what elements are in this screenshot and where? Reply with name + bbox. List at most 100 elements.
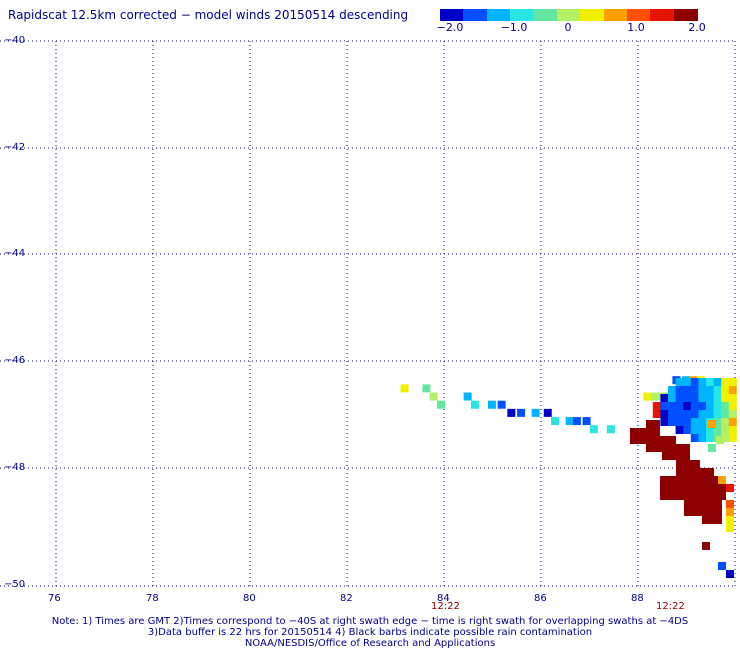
- wind-pixel: [422, 384, 431, 393]
- note-line-2: 3)Data buffer is 22 hrs for 20150514 4) …: [147, 627, 593, 638]
- lon-label: 80: [243, 593, 256, 604]
- wind-pixel: [698, 410, 707, 418]
- colorbar-segment: [556, 9, 581, 21]
- wind-pixel: [650, 392, 659, 401]
- wind-pixel: [728, 434, 737, 442]
- wind-pixel: [726, 524, 734, 532]
- wind-pixel: [690, 394, 699, 402]
- lat-label: −46: [4, 355, 26, 366]
- wind-pixel: [713, 402, 722, 410]
- wind-pixel: [721, 394, 730, 402]
- wind-pixel: [728, 410, 737, 418]
- wind-pixel: [728, 386, 737, 394]
- wind-pixel: [728, 426, 737, 434]
- wind-pixel: [675, 418, 684, 426]
- lon-label: 78: [146, 593, 159, 604]
- colorbar: [440, 9, 698, 21]
- wind-pixel: [706, 410, 714, 418]
- wind-pixel: [726, 516, 734, 524]
- wind-pixel: [726, 500, 734, 508]
- wind-pixel: [683, 410, 692, 418]
- wind-pixel: [660, 402, 669, 410]
- wind-pixel: [683, 418, 692, 426]
- wind-pixel: [728, 378, 737, 386]
- wind-pixel: [690, 426, 699, 434]
- colorbar-segment: [510, 9, 535, 21]
- wind-pixel: [675, 394, 684, 402]
- wind-pixel: [668, 402, 676, 410]
- wind-pixel: [698, 402, 707, 410]
- colorbar-segment: [650, 9, 675, 21]
- wind-pixel: [531, 408, 540, 417]
- wind-pixel: [668, 410, 676, 418]
- wind-pixel: [582, 417, 591, 426]
- wind-pixel: [698, 418, 707, 426]
- wind-pixel: [497, 400, 506, 409]
- lon-label: 86: [534, 593, 547, 604]
- wind-pixel: [721, 386, 730, 394]
- map-title: Rapidscat 12.5km corrected − model winds…: [8, 8, 409, 22]
- wind-pixel: [572, 417, 581, 426]
- wind-pixels: [400, 376, 737, 442]
- note-line-1: Note: 1) Times are GMT 2)Times correspon…: [51, 616, 689, 627]
- wind-pixel: [721, 434, 730, 442]
- wind-pixel: [708, 444, 716, 452]
- note-line-3: NOAA/NESDIS/Office of Research and Appli…: [244, 638, 496, 649]
- lat-label: −44: [4, 248, 26, 259]
- lon-label: 84: [437, 593, 450, 604]
- colorbar-segment: [580, 9, 605, 21]
- wind-pixel: [716, 436, 724, 444]
- wind-pixel: [713, 418, 722, 426]
- colorbar-segment: [463, 9, 488, 21]
- wind-pixel: [660, 418, 669, 426]
- wind-pixel: [726, 570, 734, 578]
- colorbar-segment: [486, 9, 511, 21]
- time-label: 12:22: [431, 601, 460, 612]
- wind-pixel: [660, 394, 669, 402]
- colorbar-tick: 2.0: [688, 21, 706, 34]
- wind-pixel: [683, 394, 692, 402]
- wind-pixel: [708, 420, 716, 428]
- lon-label: 82: [340, 593, 353, 604]
- wind-pixel: [718, 476, 726, 484]
- wind-pixel: [698, 386, 707, 394]
- colorbar-segment: [626, 9, 651, 21]
- wind-pixel: [400, 384, 409, 393]
- wind-pixel: [470, 400, 479, 409]
- wind-pixel: [706, 434, 714, 442]
- wind-pixel: [702, 542, 710, 550]
- lat-label: −50: [4, 579, 26, 590]
- wind-pixel: [690, 434, 699, 442]
- wind-pixel: [713, 410, 722, 418]
- wind-pixel: [668, 386, 676, 394]
- wind-pixel: [728, 402, 737, 410]
- lat-label: −40: [4, 35, 26, 46]
- wind-pixel: [706, 394, 714, 402]
- rain-contaminated-region: [630, 420, 726, 524]
- time-label: 12:22: [656, 601, 685, 612]
- wind-pixel: [698, 394, 707, 402]
- colorbar-tick: 0: [564, 21, 572, 34]
- wind-pixel: [721, 378, 730, 386]
- colorbar-segment: [673, 9, 698, 21]
- wind-pixel: [660, 410, 669, 418]
- wind-pixel: [713, 394, 722, 402]
- wind-pixel: [690, 410, 699, 418]
- wind-pixel: [683, 378, 692, 386]
- wind-pixel: [652, 402, 661, 410]
- wind-pixel: [698, 426, 707, 434]
- wind-pixel: [543, 408, 552, 417]
- wind-pixel: [713, 386, 722, 394]
- wind-pixel: [690, 402, 699, 410]
- wind-pixel: [698, 378, 707, 386]
- wind-pixel: [517, 408, 526, 417]
- wind-pixel: [652, 410, 661, 418]
- wind-pixel: [606, 425, 615, 434]
- wind-pixel: [706, 426, 714, 434]
- wind-pixel: [721, 418, 730, 426]
- wind-pixel: [589, 425, 598, 434]
- map-grid: [0, 40, 736, 587]
- wind-pixel: [718, 562, 726, 570]
- wind-pixel: [698, 434, 707, 442]
- wind-pixel: [675, 402, 684, 410]
